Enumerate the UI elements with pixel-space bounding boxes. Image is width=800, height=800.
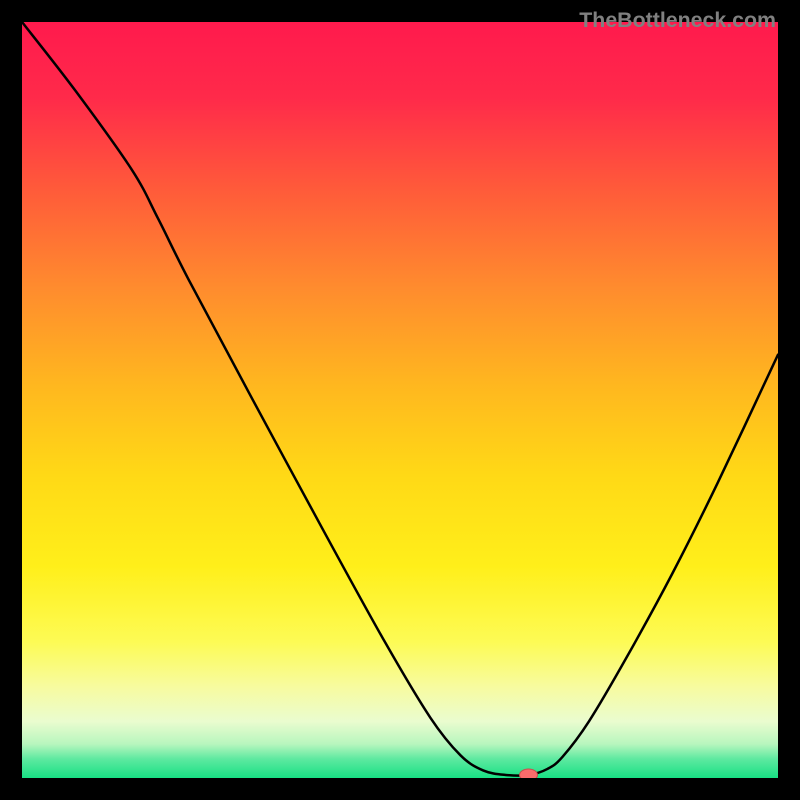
plot-area bbox=[22, 22, 778, 778]
bottleneck-chart bbox=[22, 22, 778, 778]
current-config-marker bbox=[520, 769, 538, 778]
gradient-background bbox=[22, 22, 778, 778]
watermark-text: TheBottleneck.com bbox=[579, 8, 776, 33]
chart-frame: TheBottleneck.com bbox=[0, 0, 800, 800]
